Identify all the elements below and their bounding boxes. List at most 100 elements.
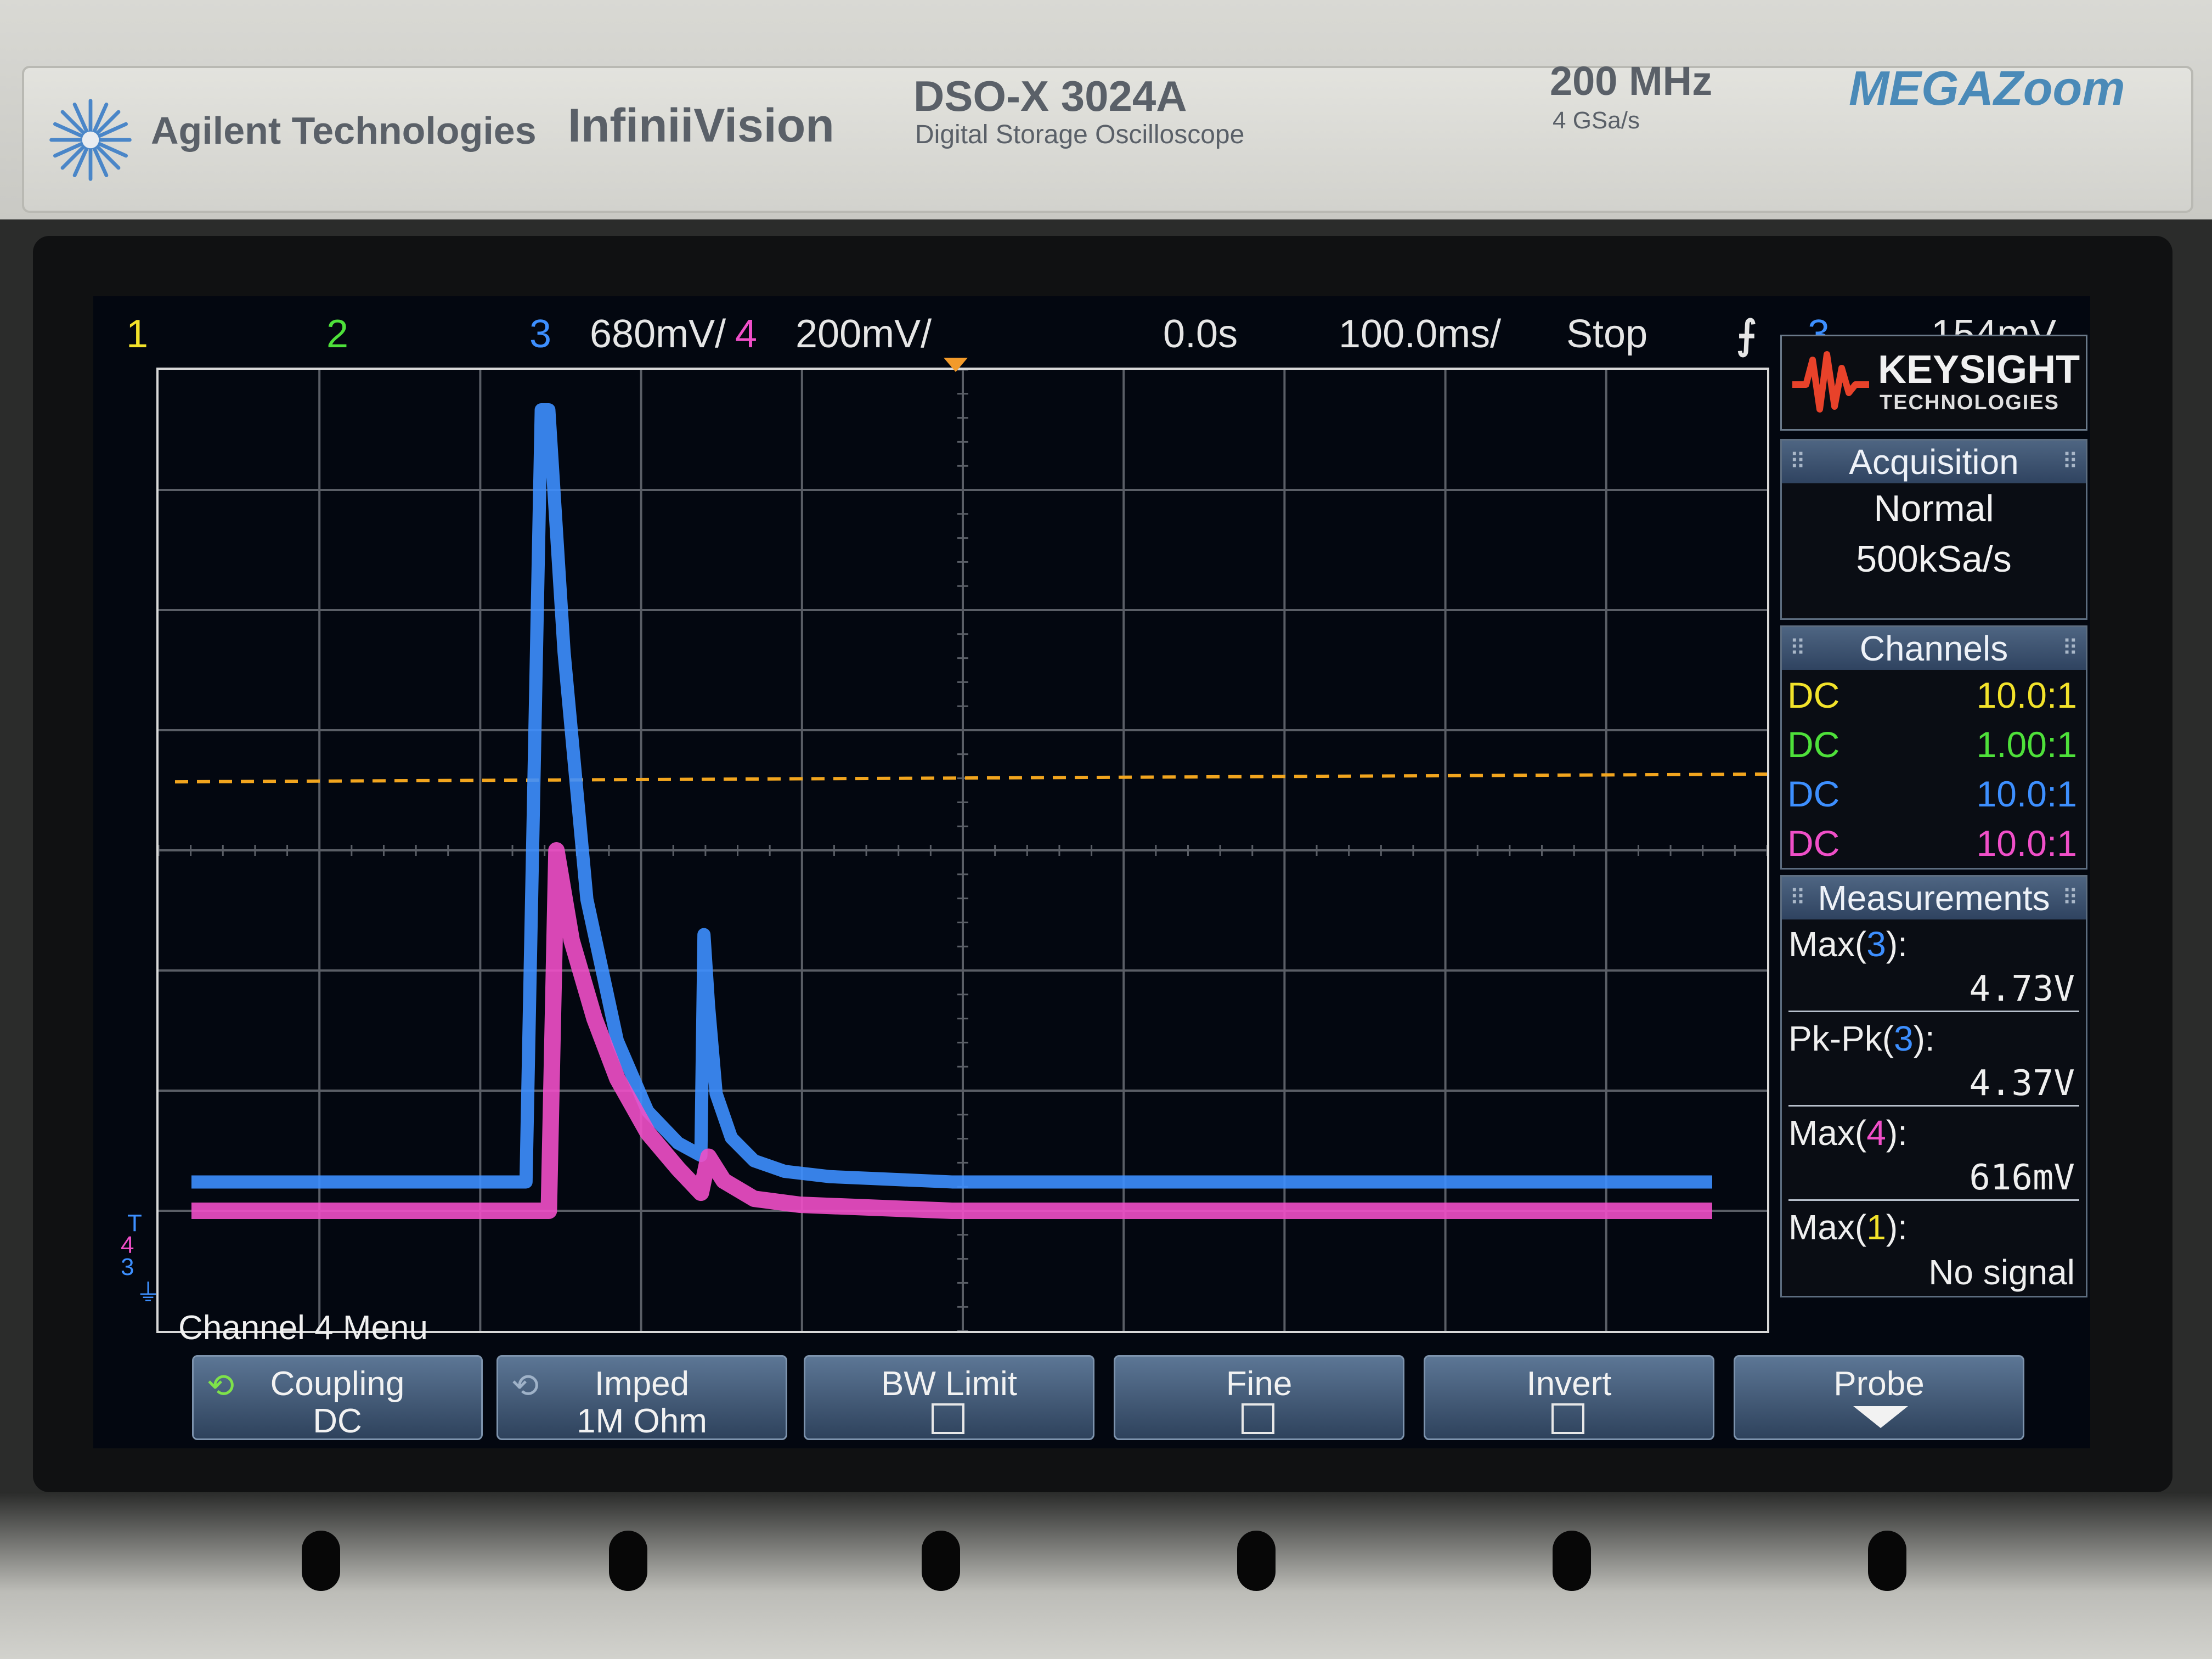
submenu-arrow-icon <box>1853 1406 1908 1428</box>
menu-title: Channel 4 Menu <box>178 1309 428 1347</box>
ch1-coupling: DC <box>1787 675 1840 715</box>
keysight-wave-icon <box>1792 351 1869 413</box>
softkey-value: 1M Ohm <box>577 1402 707 1440</box>
ch4-indicator[interactable]: 4 <box>735 312 758 356</box>
drag-handle-icon[interactable]: ⠿ <box>2062 636 2078 661</box>
trace-group <box>191 403 1712 1219</box>
channels-title: Channels <box>1859 629 2008 668</box>
info-panel: KEYSIGHT TECHNOLOGIES ⠿ Acquisition ⠿ No… <box>1780 335 2087 1333</box>
instrument-bottom-bezel <box>0 1492 2212 1659</box>
keysight-name: KEYSIGHT <box>1878 348 2080 392</box>
drag-handle-icon[interactable]: ⠿ <box>1790 636 1806 661</box>
measurement-value: 4.73V <box>1969 969 2075 1009</box>
channel-row: DC 10.0:1 <box>1782 670 2086 719</box>
measurement-divider <box>1788 1199 2079 1201</box>
channels-header: ⠿ Channels ⠿ <box>1782 627 2086 670</box>
model-strip <box>22 66 2193 213</box>
softkey-label: BW Limit <box>881 1365 1017 1403</box>
drag-handle-icon[interactable]: ⠿ <box>1790 886 1806 910</box>
time-delay: 0.0s <box>1163 312 1238 356</box>
softkey-label: Probe <box>1833 1365 1925 1403</box>
ch3-ground-marker[interactable]: 3 <box>121 1254 134 1280</box>
invert-softkey[interactable]: Invert <box>1424 1355 1714 1440</box>
keysight-logo-box: KEYSIGHT TECHNOLOGIES <box>1780 335 2087 431</box>
acquisition-sample-rate: 500kSa/s <box>1856 538 2012 580</box>
measurements-section[interactable]: ⠿ Measurements ⠿ Max(3): 4.73V Pk-Pk(3):… <box>1780 875 2087 1297</box>
channel-row: DC 10.0:1 <box>1782 769 2086 818</box>
measurement-divider <box>1788 1011 2079 1012</box>
measurement-divider <box>1788 1105 2079 1107</box>
trace-ch4 <box>191 842 1712 1219</box>
acquisition-mode: Normal <box>1874 488 1994 529</box>
ground-icon: ⏚ <box>136 1279 160 1306</box>
softkey-button-1[interactable] <box>302 1531 340 1591</box>
softkey-button-4[interactable] <box>1237 1531 1276 1591</box>
megazoom-logo: MEGAZoom <box>1849 61 2125 115</box>
softkey-label: Fine <box>1226 1365 1293 1403</box>
measurement-name: Max(4): <box>1788 1113 1908 1153</box>
trigger-position-marker <box>944 358 968 372</box>
drag-handle-icon[interactable]: ⠿ <box>2062 886 2078 910</box>
acquisition-title: Acquisition <box>1849 442 2019 482</box>
rotate-knob-icon: ⟲ <box>511 1367 539 1404</box>
ch4-ground-marker[interactable]: 4 <box>121 1232 134 1259</box>
trigger-level-line <box>174 772 1767 784</box>
measurements-header: ⠿ Measurements ⠿ <box>1782 877 2086 919</box>
channel-row: DC 1.00:1 <box>1782 719 2086 769</box>
softkey-button-2[interactable] <box>609 1531 647 1591</box>
trigger-level-dashed-line <box>174 772 1767 784</box>
softkey-label: Imped <box>594 1365 690 1403</box>
ch2-coupling: DC <box>1787 724 1840 765</box>
measurement-name: Max(1): <box>1788 1207 1908 1247</box>
fine-checkbox[interactable] <box>1242 1403 1274 1434</box>
waveform-plot <box>159 370 1767 1331</box>
ch2-probe: 1.00:1 <box>1976 724 2078 765</box>
softkey-button-5[interactable] <box>1553 1531 1591 1591</box>
ch2-indicator[interactable]: 2 <box>326 312 349 356</box>
coupling-softkey[interactable]: ⟲ Coupling DC <box>192 1355 483 1440</box>
measurement-name: Pk-Pk(3): <box>1788 1019 1935 1058</box>
trigger-marker: T <box>127 1210 142 1237</box>
agilent-spark-logo <box>49 99 132 181</box>
measurement-value: 616mV <box>1969 1158 2075 1198</box>
max-sample-rate-label: 4 GSa/s <box>1553 107 1640 134</box>
measurement-value: 4.37V <box>1969 1063 2075 1104</box>
measurements-title: Measurements <box>1818 878 2050 918</box>
ch3-indicator[interactable]: 3 <box>529 312 552 356</box>
bandwidth-label: 200 MHz <box>1550 58 1713 104</box>
ch3-coupling: DC <box>1787 774 1840 814</box>
channel-row: DC 10.0:1 <box>1782 818 2086 867</box>
softkey-button-6[interactable] <box>1868 1531 1906 1591</box>
softkey-button-3[interactable] <box>922 1531 960 1591</box>
impedance-softkey[interactable]: ⟲ Imped 1M Ohm <box>496 1355 787 1440</box>
trace-ch3 <box>191 403 1712 1189</box>
bw-limit-checkbox[interactable] <box>932 1403 964 1434</box>
softkey-value: DC <box>313 1402 362 1440</box>
fine-softkey[interactable]: Fine <box>1114 1355 1404 1440</box>
run-state: Stop <box>1566 312 1648 356</box>
channels-section[interactable]: ⠿ Channels ⠿ DC 10.0:1 DC 1.00:1 DC 10.0… <box>1780 625 2087 870</box>
model-subtitle: Digital Storage Oscilloscope <box>915 120 1245 149</box>
softkey-label: Invert <box>1526 1365 1612 1403</box>
ch4-coupling: DC <box>1787 823 1840 864</box>
ch4-probe: 10.0:1 <box>1976 823 2078 864</box>
acquisition-section[interactable]: ⠿ Acquisition ⠿ Normal 500kSa/s <box>1780 439 2087 620</box>
bw-limit-softkey[interactable]: BW Limit <box>804 1355 1094 1440</box>
softkey-label: Coupling <box>270 1365 405 1403</box>
invert-checkbox[interactable] <box>1551 1403 1584 1434</box>
time-scale: 100.0ms/ <box>1339 312 1502 356</box>
oscilloscope-display: 1 2 3 680mV/ 4 200mV/ 0.0s 100.0ms/ Stop… <box>93 296 2090 1448</box>
ch3-probe: 10.0:1 <box>1976 774 2078 814</box>
series-name: InfiniiVision <box>568 99 834 152</box>
ch3-scale: 680mV/ <box>590 312 726 356</box>
measurement-value: No signal <box>1928 1252 2075 1292</box>
drag-handle-icon[interactable]: ⠿ <box>1790 450 1806 474</box>
measurement-list: Max(3): 4.73V Pk-Pk(3): 4.37V Max(4): 61… <box>1782 919 2086 1298</box>
ch1-indicator[interactable]: 1 <box>126 312 149 356</box>
probe-softkey[interactable]: Probe <box>1734 1355 2024 1440</box>
ch4-scale: 200mV/ <box>795 312 932 356</box>
drag-handle-icon[interactable]: ⠿ <box>2062 450 2078 474</box>
measurement-name: Max(3): <box>1788 924 1908 964</box>
acquisition-header: ⠿ Acquisition ⠿ <box>1782 441 2086 483</box>
trigger-edge-icon: ⨍ <box>1736 313 1757 357</box>
